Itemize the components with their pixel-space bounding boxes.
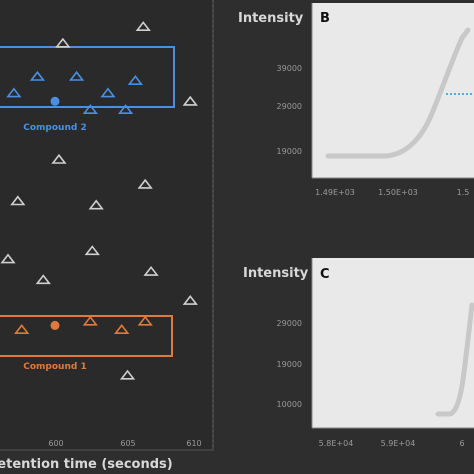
data-point-compound2-20 [127, 75, 144, 85]
panel-c-x-tick: 5.9E+04 [381, 439, 416, 448]
panel-a-x-tick: 610 [186, 439, 201, 448]
data-point-noise-5 [10, 195, 26, 206]
data-point-noise-11 [182, 294, 198, 305]
panel-b-letter: B [320, 11, 330, 26]
panel-c-y-tick: 19000 [277, 360, 302, 369]
compound1-label: Compound 1 [23, 362, 86, 372]
panel-a-x-tick: 605 [120, 439, 135, 448]
data-point-noise-12 [119, 369, 136, 380]
data-point-noise-0 [55, 37, 71, 48]
panel-c-letter: C [320, 267, 330, 282]
panel-a-plot-area [0, 0, 214, 451]
data-point-compound2-15 [50, 96, 60, 106]
compound1-box [0, 315, 173, 357]
panel-a-x-tick: 600 [48, 439, 63, 448]
data-point-compound1-22 [50, 320, 60, 330]
panel-b-series-line [325, 27, 471, 159]
panel-c-series-line [435, 302, 474, 417]
data-point-compound2-18 [82, 104, 98, 114]
data-point-compound2-19 [117, 104, 134, 114]
panel-b-plot-area [312, 3, 474, 178]
panel-c-y-tick: 10000 [277, 400, 302, 409]
panel-b-y-axis-label: Intensity [238, 11, 304, 26]
compound2-label: Compound 2 [23, 123, 86, 133]
data-point-compound1-23 [82, 315, 98, 326]
panel-b-y-ticks: 39000 29000 19000 [277, 64, 302, 156]
panel-c-x-ticks: 5.8E+04 5.9E+04 6 [319, 439, 465, 448]
compound2-box [0, 46, 175, 108]
panel-c-y-tick: 29000 [277, 319, 302, 328]
panel-b: Intensity B 39000 29000 19000 1.49E+03 1… [238, 3, 474, 197]
panel-a-x-axis-label: Retention time (seconds) [0, 457, 173, 472]
panel-c-y-axis-label: Intensity [243, 266, 309, 281]
panel-c-plot-area [312, 258, 474, 428]
panel-c-y-ticks: 29000 19000 10000 [277, 319, 302, 409]
data-point-noise-1 [135, 21, 151, 31]
data-point-compound1-25 [137, 315, 153, 326]
panel-b-y-tick: 39000 [277, 64, 302, 73]
panel-b-x-tick: 1.49E+03 [315, 188, 355, 197]
panel-b-y-tick: 19000 [277, 147, 302, 156]
data-point-compound1-21 [14, 324, 30, 334]
data-point-compound2-13 [6, 87, 22, 98]
data-point-compound2-14 [29, 70, 46, 81]
data-point-noise-10 [143, 265, 159, 276]
data-point-compound1-24 [114, 324, 130, 334]
panel-c-x-tick: 5.8E+04 [319, 439, 354, 448]
data-point-compound2-17 [100, 87, 116, 98]
panel-b-x-tick: 1.50E+03 [378, 188, 418, 197]
panel-b-x-tick: 1.5 [457, 188, 470, 197]
panel-a-points [0, 21, 198, 380]
panel-b-y-tick: 29000 [277, 102, 302, 111]
panel-a: Compound 2 Compound 1 600 605 610 Retent… [0, 0, 214, 472]
data-point-compound2-16 [68, 70, 85, 81]
data-point-noise-7 [84, 245, 100, 256]
data-point-noise-3 [51, 153, 67, 164]
data-point-noise-2 [182, 95, 198, 106]
panel-c-x-tick: 6 [459, 439, 464, 448]
data-point-noise-9 [35, 274, 51, 285]
panel-a-x-ticks: 600 605 610 [48, 439, 201, 448]
data-point-noise-6 [88, 199, 104, 210]
data-point-noise-8 [0, 253, 16, 264]
panel-c: Intensity C 29000 19000 10000 5.8E+04 5.… [243, 258, 474, 448]
panel-b-x-ticks: 1.49E+03 1.50E+03 1.5 [315, 188, 469, 197]
data-point-noise-4 [137, 178, 153, 189]
